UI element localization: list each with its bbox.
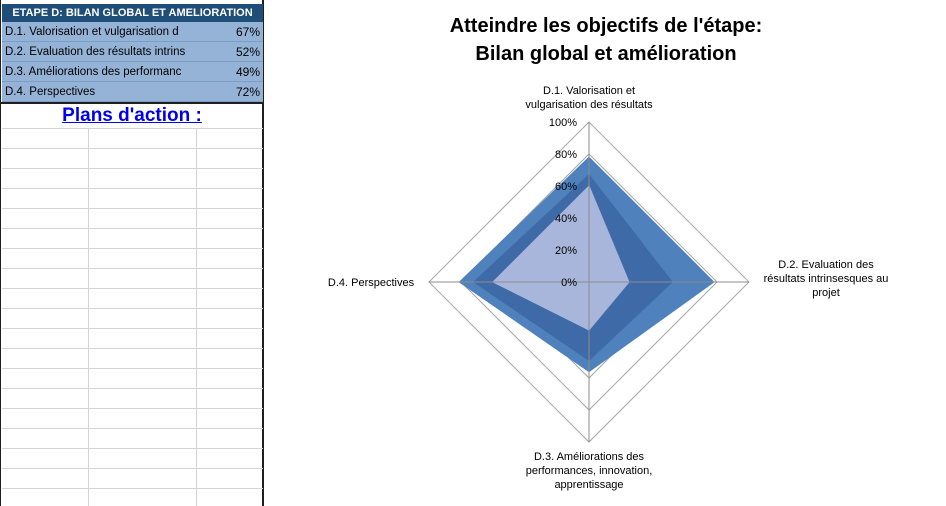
score-row-d1[interactable]: D.1. Valorisation et vulgarisation d 67% — [2, 22, 263, 42]
axis-label: D.1. Valorisation et vulgarisation des ré… — [525, 85, 653, 111]
radar-chart: 0% 20% 40% 60% 80% 100% D.1. Valorisation et vu… — [328, 85, 889, 491]
score-label: D.2. Evaluation des résultats intrins — [5, 46, 186, 58]
axis-label-line: apprentissage — [554, 479, 623, 491]
axis-label-line: D.3. Améliorations des — [534, 451, 645, 463]
score-value: 49% — [235, 65, 260, 79]
score-value: 67% — [235, 25, 260, 39]
chart-title: Atteindre les objectifs de l'étape: Bila… — [266, 12, 946, 68]
axis-label-line: D.2. Evaluation des — [778, 259, 874, 271]
score-label: D.3. Améliorations des performanc — [5, 66, 182, 78]
score-row-d2[interactable]: D.2. Evaluation des résultats intrins 52… — [2, 42, 263, 62]
stage-header: ETAPE D: BILAN GLOBAL ET AMELIORATION — [2, 4, 263, 22]
tick-label: 0% — [561, 277, 577, 289]
tick-label: 60% — [555, 181, 577, 193]
tick-label: 40% — [555, 213, 577, 225]
tick-label: 80% — [555, 149, 577, 161]
axis-label: D.3. Améliorations des performances, inno… — [526, 451, 653, 491]
radar-chart-area: Atteindre les objectifs de l'étape: Bila… — [266, 0, 946, 506]
axis-label-line: vulgarisation des résultats — [525, 99, 653, 111]
axis-label-line: résultats intrinsesques au — [764, 273, 889, 285]
action-plans-title[interactable]: Plans d'action : — [62, 105, 202, 126]
score-panel: ETAPE D: BILAN GLOBAL ET AMELIORATION D.… — [0, 0, 264, 506]
score-value: 72% — [235, 85, 260, 99]
grid-column-line — [196, 128, 197, 506]
score-label: D.1. Valorisation et vulgarisation d — [5, 26, 179, 38]
score-value: 52% — [235, 45, 260, 59]
axis-label-line: projet — [812, 287, 840, 299]
axis-label: D.4. Perspectives — [328, 277, 415, 289]
grid-column-line — [88, 128, 89, 506]
tick-label: 20% — [555, 245, 577, 257]
chart-title-line: Bilan global et amélioration — [475, 43, 737, 65]
action-plans-grid[interactable] — [2, 128, 263, 506]
section-divider — [1, 102, 264, 104]
score-row-d4[interactable]: D.4. Perspectives 72% — [2, 82, 263, 102]
axis-label-line: D.1. Valorisation et — [543, 85, 635, 97]
score-label: D.4. Perspectives — [5, 86, 96, 98]
chart-title-line: Atteindre les objectifs de l'étape: — [449, 15, 763, 37]
score-row-d3[interactable]: D.3. Améliorations des performanc 49% — [2, 62, 263, 82]
tick-label: 100% — [549, 117, 577, 129]
axis-label-line: performances, innovation, — [526, 465, 653, 477]
axis-label-line: D.4. Perspectives — [328, 277, 415, 289]
axis-label: D.2. Evaluation des résultats intrinsesqu… — [764, 259, 889, 299]
